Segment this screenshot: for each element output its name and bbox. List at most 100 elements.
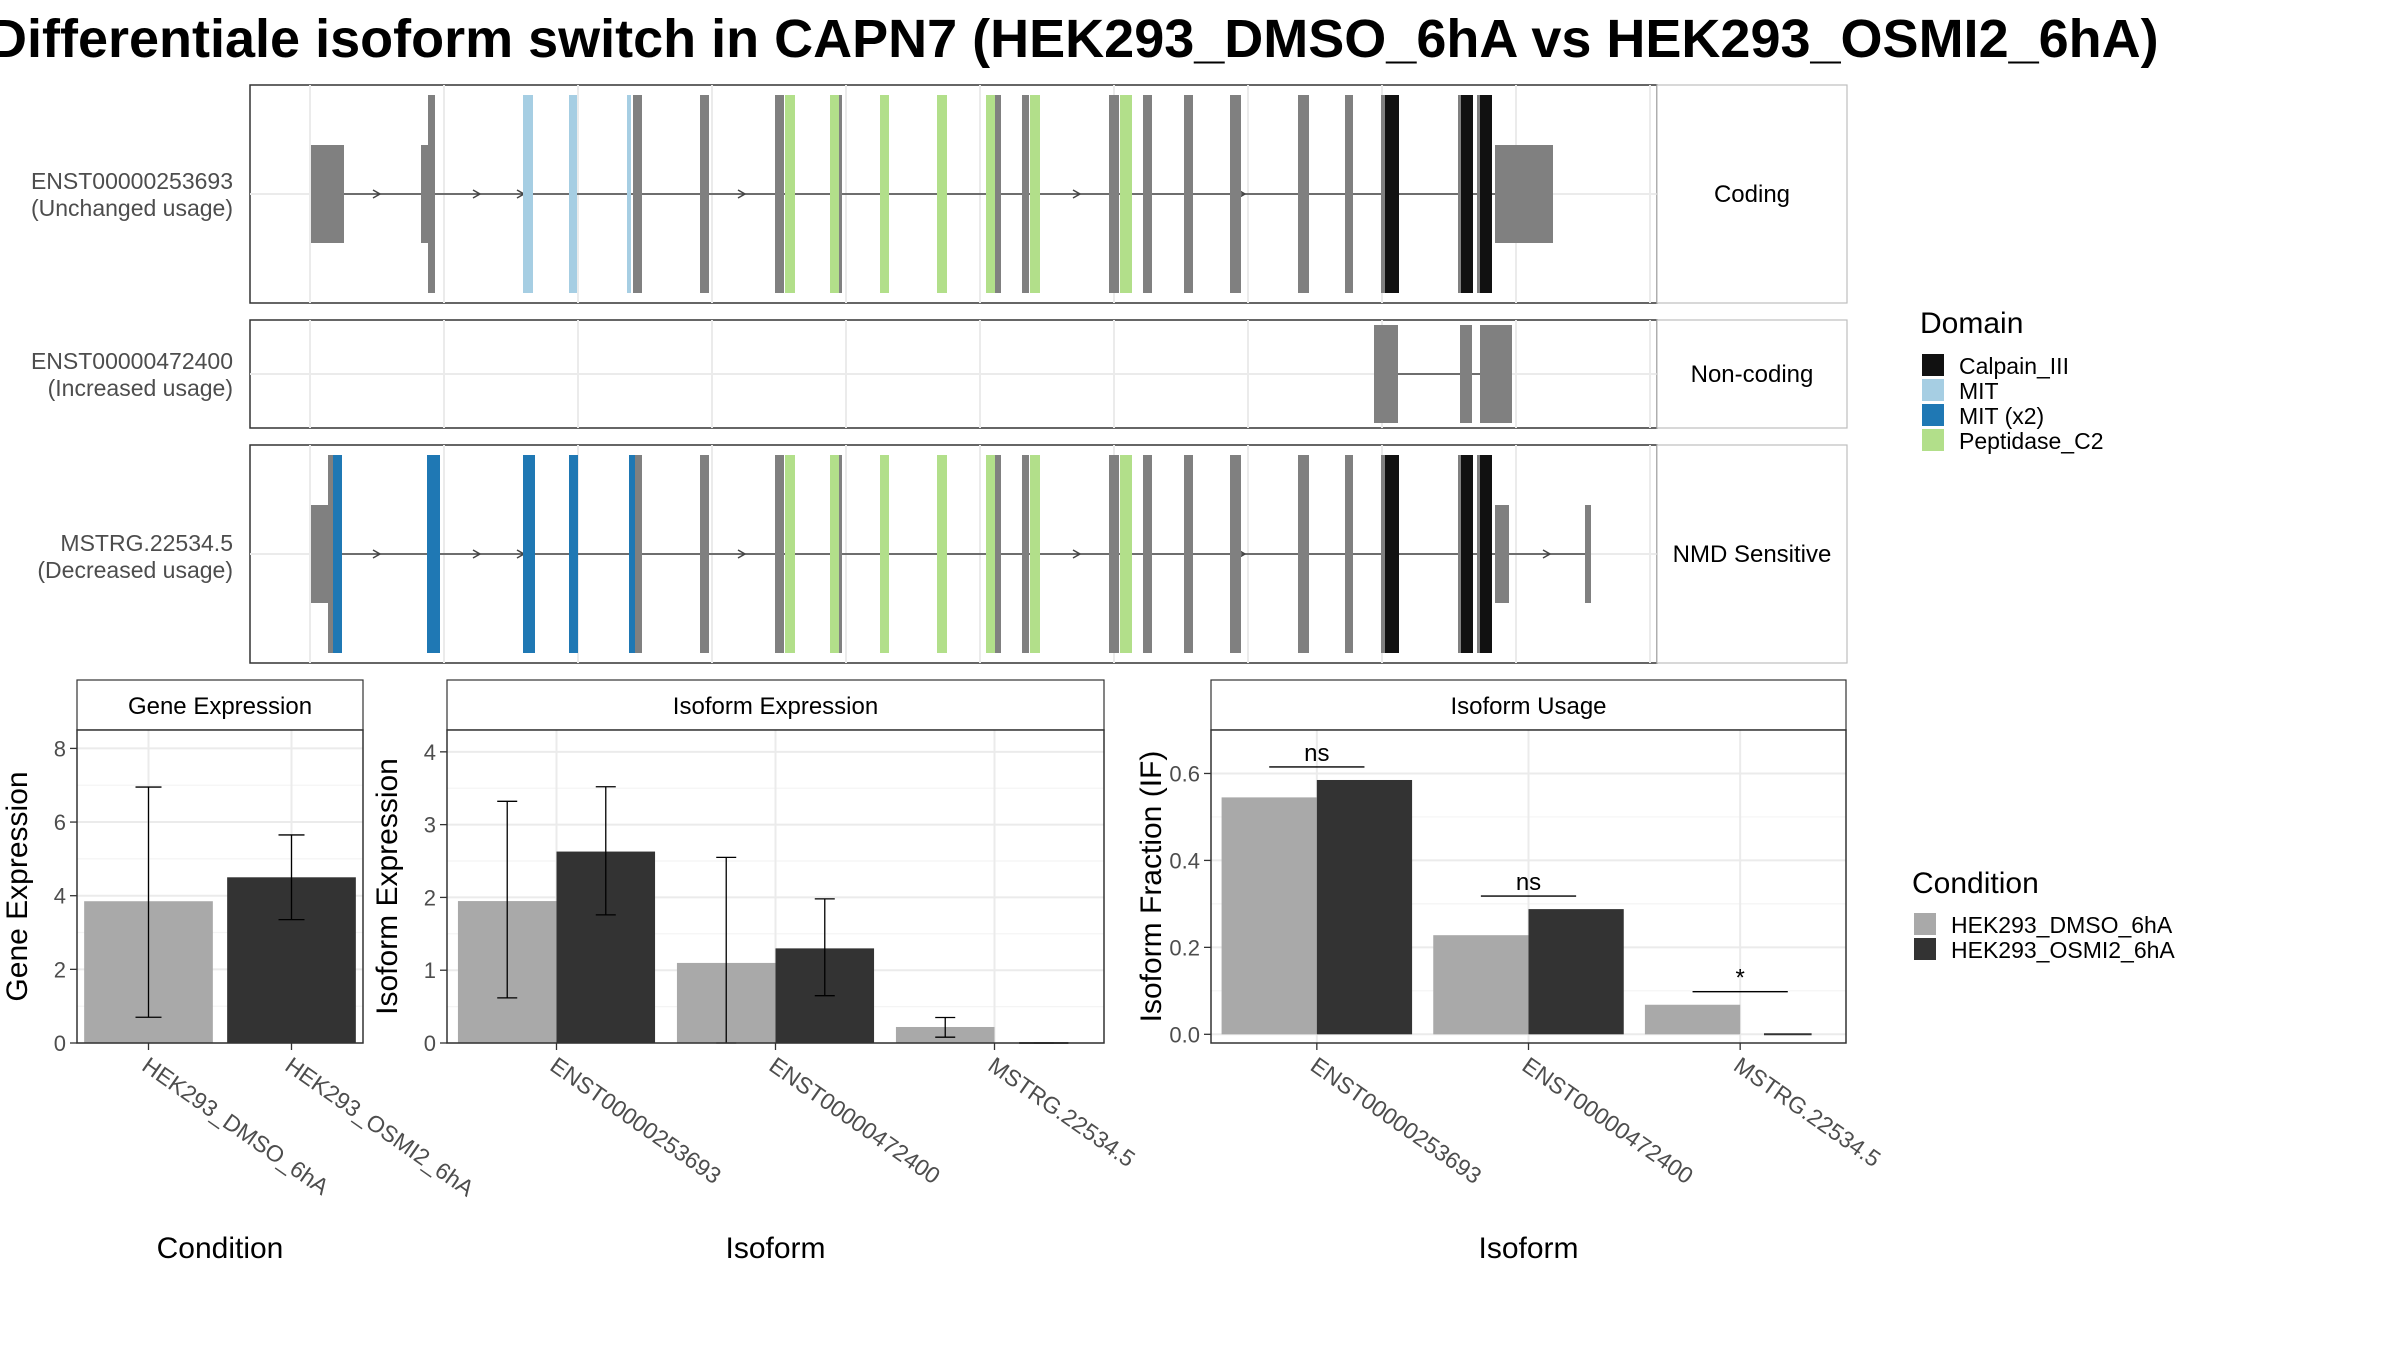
transcript-1-id: ENST00000253693 (31, 168, 233, 194)
strand-arrow (1542, 549, 1552, 559)
domain-mit-x2- (427, 455, 440, 653)
legend-swatch-peptidase (1922, 429, 1944, 451)
strand-arrow (1072, 189, 1082, 199)
exon (1230, 455, 1241, 653)
y-tick-label: 1 (424, 958, 436, 983)
exon (633, 95, 642, 293)
strip-nmd-label: NMD Sensitive (1673, 541, 1832, 568)
domain-mit (569, 95, 577, 293)
domain-mit (523, 95, 533, 293)
exon (992, 95, 1001, 293)
exon (992, 455, 1001, 653)
exon (1298, 95, 1309, 293)
legend-domain-title: Domain (1920, 307, 2023, 340)
bar-enst00000253693-0 (1221, 797, 1317, 1035)
chart-title: Isoform Usage (1450, 693, 1606, 720)
y-tick-label: 6 (54, 810, 66, 835)
domain-peptidase-c2 (986, 455, 995, 653)
exon (633, 455, 642, 653)
x-tick-label: ENST00000253693 (1306, 1052, 1486, 1189)
domain-mit-x2- (333, 455, 342, 653)
chart-gene-expression: Gene Expression02468HEK293_DMSO_6hAHEK29… (1, 679, 479, 1265)
domain-peptidase-c2 (1120, 455, 1132, 653)
domain-mit (627, 95, 631, 293)
exon (1022, 455, 1029, 653)
plot-border (76, 729, 364, 1044)
bar-enst00000472400-1 (1528, 909, 1624, 1035)
exon (1022, 95, 1029, 293)
strip-noncoding (1656, 319, 1848, 429)
exon (1230, 95, 1241, 293)
utr-exon (421, 145, 429, 243)
bar-enst00000253693-1 (1316, 779, 1413, 1035)
domain-peptidase-c2 (830, 455, 839, 653)
strand-arrow (372, 549, 382, 559)
strip-noncoding-label: Non-coding (1691, 361, 1814, 388)
y-tick-label: 2 (54, 957, 66, 982)
domain-peptidase-c2 (785, 95, 795, 293)
strand-arrow (472, 189, 482, 199)
exon (1460, 325, 1472, 423)
bar-charts: Gene Expression02468HEK293_DMSO_6hAHEK29… (1, 679, 1886, 1265)
domain-peptidase-c2 (880, 455, 889, 653)
transcript-3-usage: (Decreased usage) (37, 557, 233, 583)
transcript-1-usage: (Unchanged usage) (31, 195, 233, 221)
exon (1109, 455, 1119, 653)
legend-swatch-calpain (1922, 354, 1944, 376)
legend-label-mit: MIT (1959, 378, 1999, 404)
domain-peptidase-c2 (937, 455, 947, 653)
exon (328, 455, 336, 653)
y-tick-label: 0.4 (1169, 848, 1200, 873)
exon (1109, 95, 1119, 293)
bar-mstrg-22534-5-0 (1644, 1004, 1741, 1035)
y-tick-label: 0.6 (1169, 761, 1200, 786)
domain-calpain-iii (1480, 95, 1492, 293)
legend-swatch-dmso (1914, 913, 1936, 935)
y-tick-label: 4 (54, 884, 66, 909)
domain-peptidase-c2 (986, 95, 995, 293)
chart-title: Isoform Expression (673, 693, 878, 720)
legend-label-osmi2: HEK293_OSMI2_6hA (1951, 937, 2175, 963)
utr-exon (1495, 505, 1509, 603)
x-tick-label: MSTRG.22534.5 (984, 1052, 1140, 1172)
legend-condition-title: Condition (1912, 867, 2039, 900)
chart-isoform-usage: Isoform Usage ns ns * 0.0 0.2 0.4 0.6 ENST000002… (1135, 679, 1886, 1265)
y-tick-label: 4 (424, 740, 436, 765)
y-tick-label: 0 (54, 1031, 66, 1056)
chart-isoform-expression: Isoform Expression 0 1 2 3 4 ENST00000253693 EN… (371, 679, 1140, 1265)
exon (775, 95, 784, 293)
strip-nmd (1656, 444, 1848, 664)
figure-title: Differentiale isoform switch in CAPN7 (H… (0, 9, 2159, 69)
significance-label: ns (1304, 740, 1329, 767)
significance-label: * (1735, 965, 1744, 992)
domain-peptidase-c2 (785, 455, 795, 653)
y-tick-label: 0.0 (1169, 1022, 1200, 1047)
domain-mit-x2- (569, 455, 578, 653)
exon (700, 455, 709, 653)
domain-mit-x2- (629, 455, 635, 653)
utr-exon (311, 145, 344, 243)
strand-arrow (737, 549, 747, 559)
x-tick-label: MSTRG.22534.5 (1729, 1052, 1885, 1172)
strand-arrow (372, 189, 382, 199)
domain-peptidase-c2 (1030, 95, 1040, 293)
exon (1345, 95, 1353, 293)
utr-exon (1495, 145, 1553, 243)
utr-exon (1585, 505, 1591, 603)
strip-coding (1656, 84, 1848, 304)
domain-calpain-iii (1461, 95, 1473, 293)
y-axis-title: Isoform Expression (371, 758, 404, 1015)
y-tick-label: 8 (54, 736, 66, 761)
domain-peptidase-c2 (1030, 455, 1040, 653)
exon (1298, 455, 1309, 653)
legend-swatch-mit2 (1922, 404, 1944, 426)
strand-arrow (1072, 549, 1082, 559)
exon (428, 95, 435, 293)
x-tick-label: ENST00000472400 (765, 1052, 945, 1189)
significance-label: ns (1516, 869, 1541, 896)
domain-calpain-iii (1480, 455, 1492, 653)
exon (1143, 95, 1152, 293)
y-tick-label: 2 (424, 885, 436, 910)
legend-swatch-osmi2 (1914, 938, 1936, 960)
